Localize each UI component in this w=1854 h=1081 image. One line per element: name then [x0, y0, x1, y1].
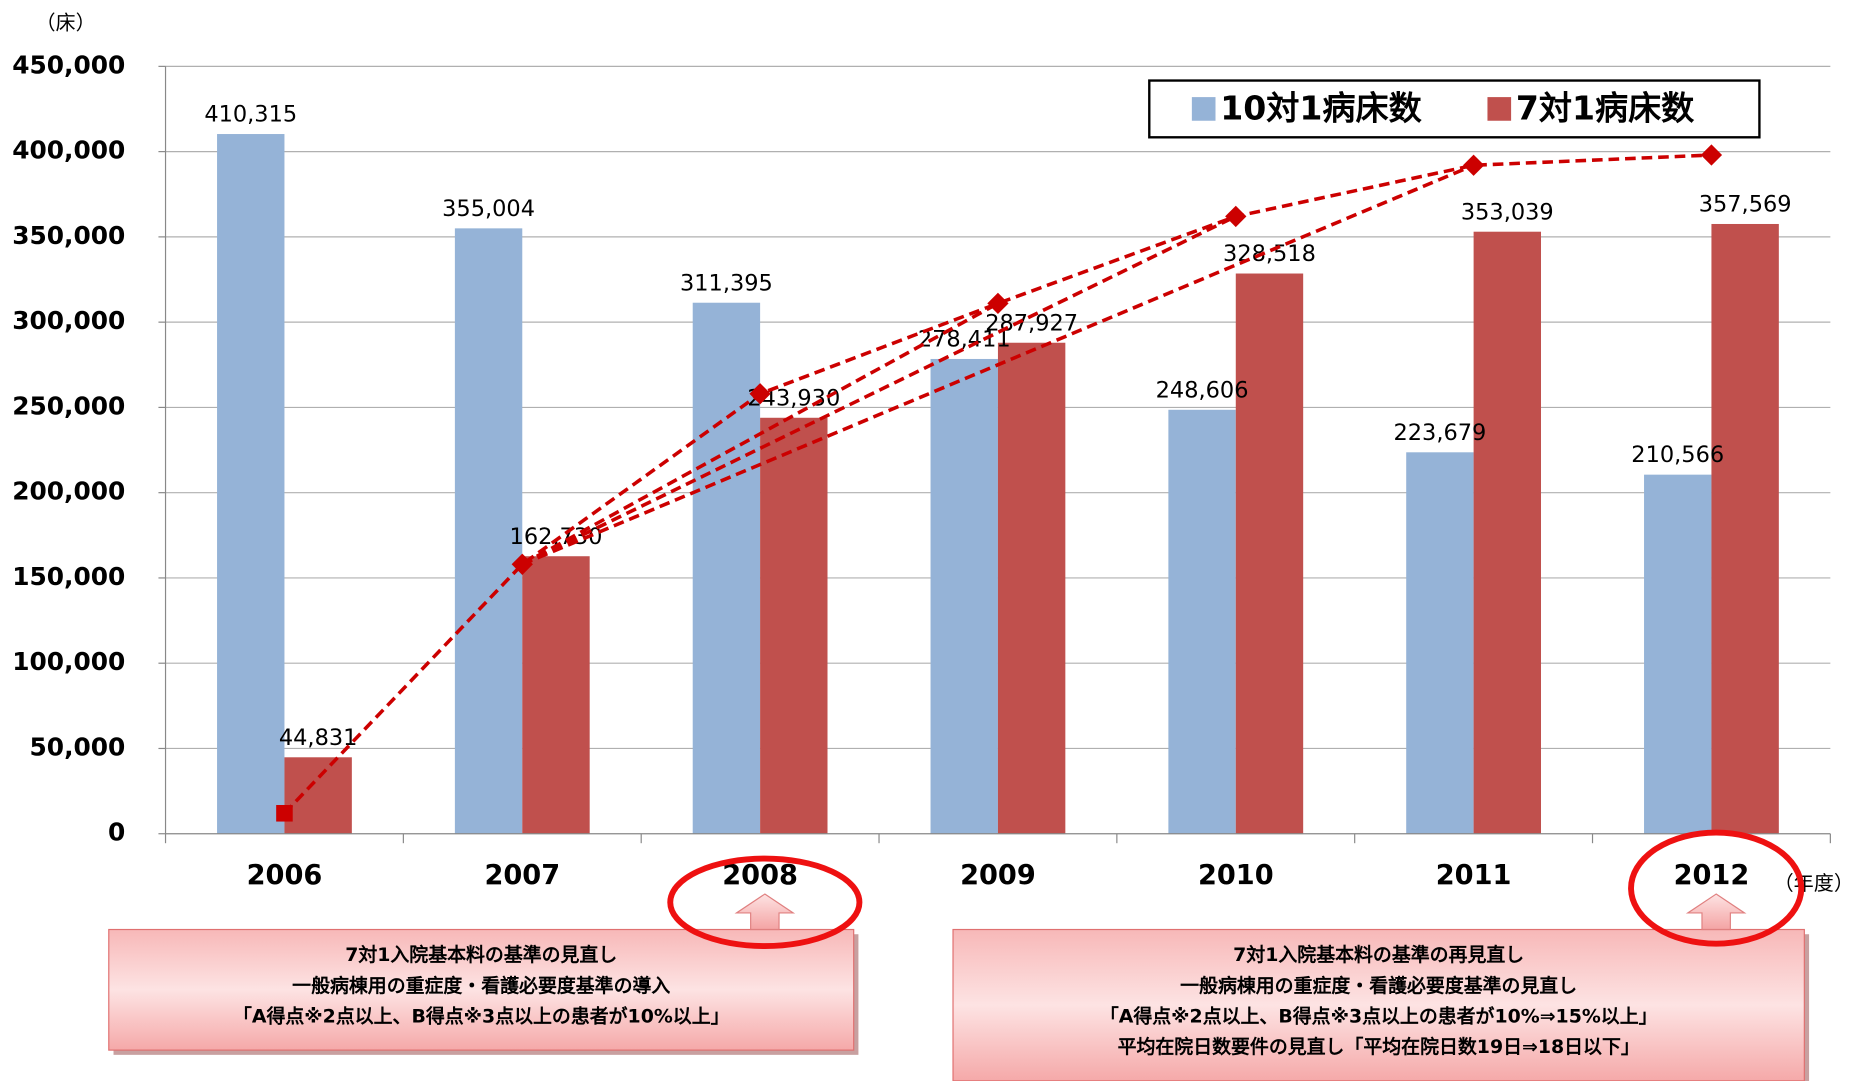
bar [930, 358, 998, 834]
y-tick-label: 350,000 [12, 221, 125, 250]
annotation-text: 平均在院日数要件の見直し「平均在院日数19日⇒18日以下」 [1118, 1035, 1640, 1058]
legend-box [1148, 79, 1761, 139]
x-tick-label: 2007 [484, 860, 560, 891]
value-label: 357,569 [1699, 192, 1792, 218]
bar [1644, 474, 1712, 834]
bar [454, 228, 523, 834]
value-label: 355,004 [442, 196, 535, 222]
legend-swatch [1487, 97, 1512, 121]
x-tick-label: 2008 [722, 860, 798, 891]
trend-fan-line [521, 163, 1475, 566]
value-label: 210,566 [1631, 442, 1724, 468]
y-tick-label: 50,000 [30, 732, 126, 761]
bar [692, 302, 761, 834]
bar [522, 556, 590, 834]
y-tick-label: 100,000 [12, 647, 125, 676]
trend-marker [511, 553, 533, 575]
y-tick-label: 150,000 [12, 562, 125, 591]
trend-marker [1700, 144, 1723, 166]
up-arrow [1685, 893, 1747, 931]
y-tick-label: 450,000 [12, 50, 125, 79]
value-label: 353,039 [1461, 199, 1554, 225]
y-tick-label: 0 [108, 818, 125, 847]
y-tick-label: 250,000 [12, 391, 125, 420]
value-label: 410,315 [204, 102, 297, 128]
trend-fan-line [521, 214, 1237, 566]
y-unit-label: （床） [35, 10, 95, 34]
x-tick-label: 2010 [1198, 860, 1274, 891]
annotation-text: 7対1入院基本料の基準の見直し [345, 943, 617, 966]
annotation-text: 一般病棟用の重症度・看護必要度基準の見直し [1180, 974, 1577, 997]
trend-marker [276, 804, 293, 822]
legend-swatch [1191, 97, 1216, 121]
bar [1406, 452, 1474, 834]
annotation-text: 「A得点※2点以上、B得点※3点以上の患者が10%⇒15%以上」 [1100, 1005, 1658, 1028]
bar [1235, 273, 1304, 834]
legend-label: 10対1病床数 [1220, 89, 1422, 128]
trend-marker [749, 383, 771, 405]
legend-label: 7対1病床数 [1516, 89, 1695, 128]
bar [217, 134, 285, 834]
value-label: 44,831 [279, 725, 358, 751]
value-label: 311,395 [680, 270, 773, 296]
trend-marker [987, 292, 1009, 315]
annotation-text: 「A得点※2点以上、B得点※3点以上の患者が10%以上」 [233, 1005, 730, 1028]
bar [1168, 409, 1236, 834]
y-tick-label: 400,000 [12, 136, 125, 165]
x-tick-label: 2012 [1674, 860, 1750, 891]
bar [1711, 223, 1779, 834]
value-label: 248,606 [1156, 377, 1249, 403]
x-tick-label: 2006 [247, 860, 323, 891]
y-tick-label: 300,000 [12, 306, 125, 335]
annotation-text: 7対1入院基本料の基準の再見直し [1233, 943, 1524, 966]
annotation-text: 一般病棟用の重症度・看護必要度基準の導入 [292, 974, 670, 997]
highlight-circle [667, 855, 863, 950]
bar [1473, 231, 1542, 834]
x-tick-label: 2009 [960, 860, 1036, 891]
trend-marker [1225, 205, 1247, 228]
value-label: 223,679 [1393, 420, 1486, 446]
y-tick-label: 200,000 [12, 477, 125, 506]
bar [997, 342, 1066, 834]
bar [284, 757, 352, 834]
bar [760, 417, 828, 834]
annotation-box [952, 928, 1805, 1081]
up-arrow [734, 893, 796, 931]
value-label: 328,518 [1223, 241, 1316, 267]
trend-marker [1462, 154, 1485, 176]
trend-fan-line [521, 301, 999, 566]
x-tick-label: 2011 [1436, 860, 1512, 891]
x-unit-label: （年度） [1774, 871, 1854, 895]
highlight-circle [1628, 829, 1805, 947]
annotation-box [108, 928, 855, 1051]
